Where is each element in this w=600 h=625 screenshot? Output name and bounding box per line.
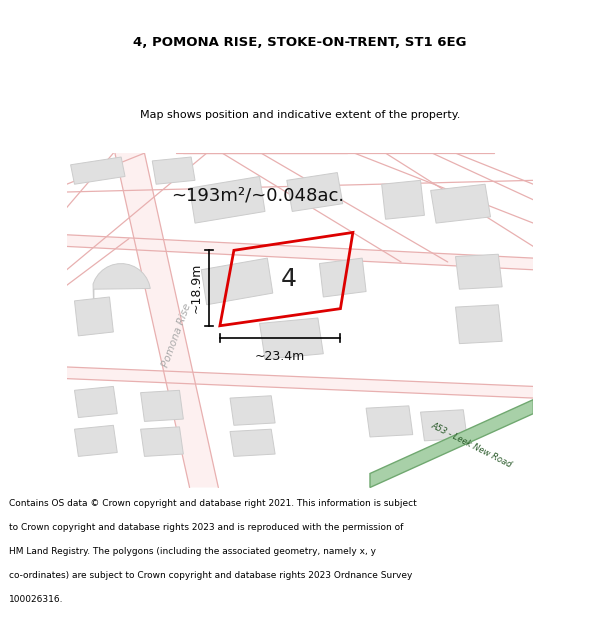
- Polygon shape: [67, 367, 533, 398]
- Polygon shape: [67, 153, 533, 488]
- Text: ~193m²/~0.048ac.: ~193m²/~0.048ac.: [170, 187, 344, 205]
- Text: 4: 4: [280, 267, 296, 291]
- Polygon shape: [382, 181, 424, 219]
- Polygon shape: [74, 386, 117, 418]
- Polygon shape: [319, 258, 366, 297]
- Polygon shape: [287, 173, 343, 211]
- Text: A53 - Leek New Road: A53 - Leek New Road: [429, 421, 513, 469]
- Text: Contains OS data © Crown copyright and database right 2021. This information is : Contains OS data © Crown copyright and d…: [9, 499, 417, 508]
- Polygon shape: [260, 318, 323, 359]
- Polygon shape: [74, 297, 113, 336]
- Polygon shape: [455, 305, 502, 344]
- Polygon shape: [201, 258, 273, 305]
- Polygon shape: [74, 425, 117, 456]
- Polygon shape: [93, 264, 151, 320]
- Polygon shape: [370, 399, 533, 488]
- Text: 4, POMONA RISE, STOKE-ON-TRENT, ST1 6EG: 4, POMONA RISE, STOKE-ON-TRENT, ST1 6EG: [133, 36, 467, 49]
- Polygon shape: [140, 390, 184, 421]
- Text: ~18.9m: ~18.9m: [190, 263, 203, 313]
- Polygon shape: [230, 429, 275, 456]
- Polygon shape: [71, 157, 125, 184]
- Text: to Crown copyright and database rights 2023 and is reproduced with the permissio: to Crown copyright and database rights 2…: [9, 522, 403, 531]
- Polygon shape: [152, 157, 195, 184]
- Polygon shape: [230, 396, 275, 425]
- Polygon shape: [67, 235, 533, 270]
- Text: 100026316.: 100026316.: [9, 595, 64, 604]
- Text: HM Land Registry. The polygons (including the associated geometry, namely x, y: HM Land Registry. The polygons (includin…: [9, 547, 376, 556]
- Polygon shape: [115, 153, 218, 488]
- Polygon shape: [140, 427, 184, 456]
- Text: ~23.4m: ~23.4m: [255, 350, 305, 363]
- Text: Map shows position and indicative extent of the property.: Map shows position and indicative extent…: [140, 110, 460, 120]
- Polygon shape: [431, 184, 491, 223]
- Polygon shape: [190, 176, 265, 223]
- Text: Pomona Rise: Pomona Rise: [161, 302, 193, 369]
- Text: co-ordinates) are subject to Crown copyright and database rights 2023 Ordnance S: co-ordinates) are subject to Crown copyr…: [9, 571, 412, 580]
- Polygon shape: [421, 410, 467, 441]
- Polygon shape: [455, 254, 502, 289]
- Polygon shape: [366, 406, 413, 437]
